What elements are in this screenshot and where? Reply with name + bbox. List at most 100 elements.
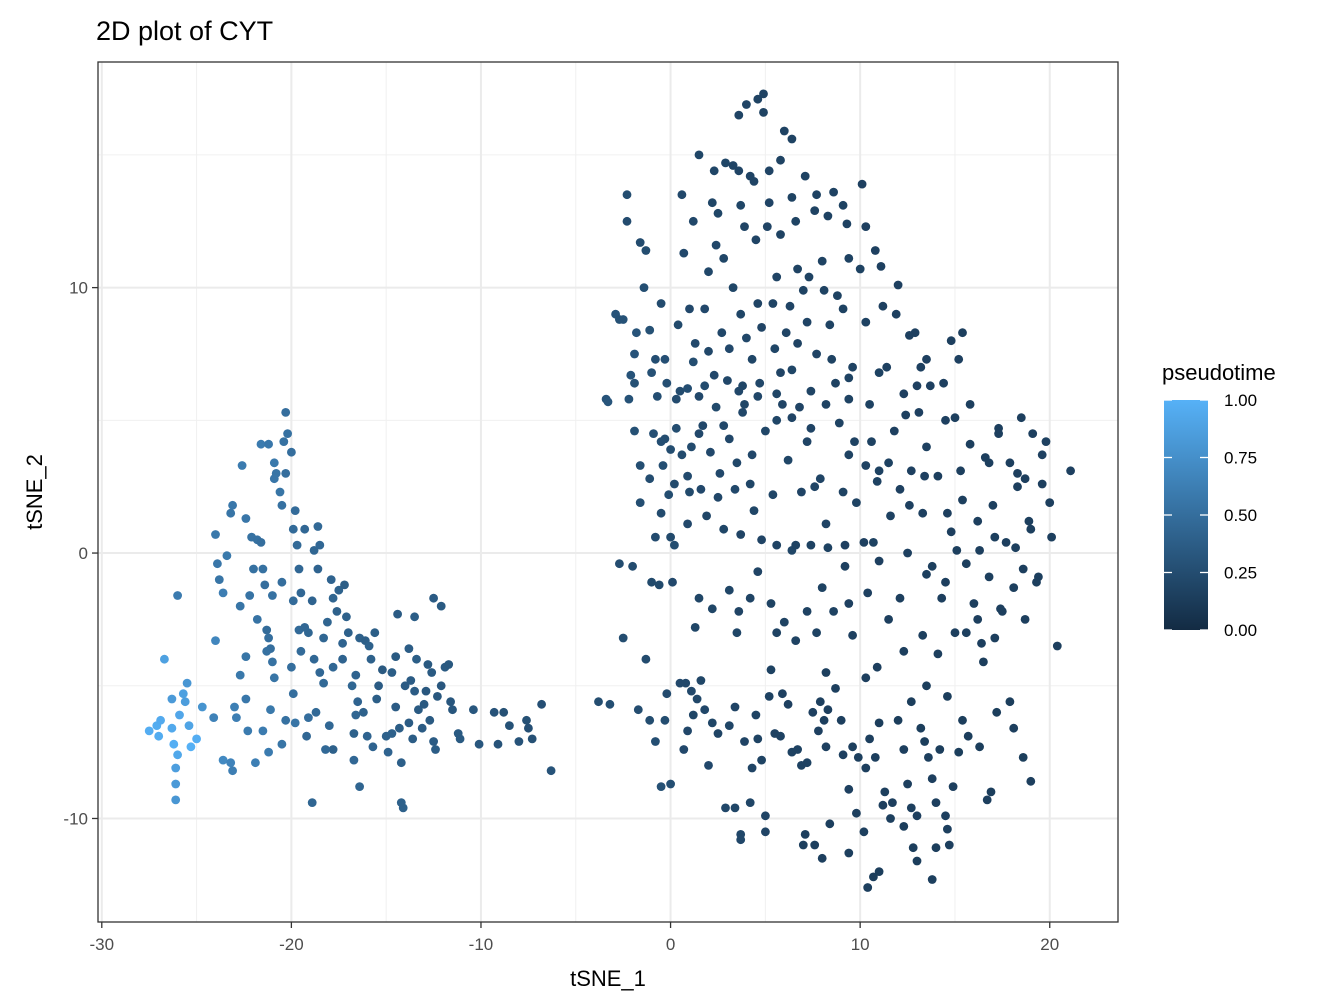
data-point xyxy=(891,309,901,319)
data-point xyxy=(444,660,454,669)
data-point xyxy=(694,392,704,401)
data-point xyxy=(791,636,801,645)
data-point xyxy=(427,668,437,677)
data-point xyxy=(901,410,911,420)
data-point xyxy=(1013,469,1022,478)
data-point xyxy=(944,840,954,850)
data-point xyxy=(893,715,903,725)
data-point xyxy=(815,697,825,707)
data-point xyxy=(368,742,378,752)
data-point xyxy=(844,848,854,858)
data-point xyxy=(180,697,190,707)
data-point xyxy=(683,471,692,481)
data-point xyxy=(870,246,880,255)
data-point xyxy=(1037,450,1047,460)
legend-label: 0.25 xyxy=(1224,564,1257,583)
data-point xyxy=(986,787,996,797)
data-point xyxy=(768,490,778,500)
data-point xyxy=(736,530,746,539)
data-point xyxy=(396,758,406,768)
data-point xyxy=(262,646,272,656)
data-point xyxy=(656,437,666,446)
data-point xyxy=(1052,641,1062,651)
data-point xyxy=(406,676,416,685)
data-point xyxy=(364,641,374,651)
data-point xyxy=(1026,524,1036,534)
data-point xyxy=(622,216,632,226)
data-point xyxy=(144,726,154,736)
data-point xyxy=(1018,753,1028,762)
data-point xyxy=(1016,413,1026,423)
data-point xyxy=(920,471,929,481)
data-point xyxy=(1018,564,1028,574)
data-point xyxy=(635,238,645,247)
data-point xyxy=(1066,466,1075,476)
data-point xyxy=(838,304,848,314)
data-point xyxy=(783,699,793,709)
data-point xyxy=(922,442,931,452)
data-point xyxy=(925,381,935,391)
data-point xyxy=(287,662,296,672)
data-point xyxy=(844,373,854,383)
data-point xyxy=(903,548,912,558)
data-point xyxy=(745,798,755,807)
data-point xyxy=(651,354,660,364)
data-point xyxy=(214,575,224,584)
data-point xyxy=(630,378,639,388)
data-point xyxy=(766,665,776,675)
data-point xyxy=(323,617,332,627)
data-point xyxy=(287,447,296,457)
data-point xyxy=(366,654,376,664)
data-point xyxy=(772,272,782,282)
data-point xyxy=(283,429,292,438)
data-point xyxy=(861,461,871,470)
data-point xyxy=(605,699,615,709)
data-point xyxy=(383,747,393,757)
data-point xyxy=(829,607,838,616)
data-point xyxy=(740,400,749,409)
data-point xyxy=(319,633,328,643)
data-point xyxy=(806,540,816,550)
data-point xyxy=(800,171,810,181)
data-point xyxy=(307,798,317,807)
data-point xyxy=(696,676,706,685)
data-point xyxy=(245,591,255,600)
data-point xyxy=(787,365,797,375)
data-point xyxy=(772,628,782,638)
data-point xyxy=(421,686,431,696)
data-point xyxy=(745,479,755,489)
data-point xyxy=(912,856,922,866)
major-gridlines xyxy=(98,62,1118,922)
data-point xyxy=(793,339,802,348)
data-point xyxy=(815,474,825,484)
data-point xyxy=(423,660,433,669)
data-point xyxy=(256,538,266,547)
data-point xyxy=(734,386,744,396)
data-point xyxy=(277,500,287,510)
data-point xyxy=(823,705,833,715)
data-point xyxy=(840,540,850,550)
data-point xyxy=(732,458,742,468)
data-point xyxy=(522,715,531,725)
data-point xyxy=(825,320,835,330)
data-point xyxy=(1045,498,1055,507)
data-point xyxy=(865,400,874,409)
data-point xyxy=(656,782,666,791)
data-point xyxy=(823,211,833,221)
data-point xyxy=(764,692,774,701)
data-point xyxy=(783,455,793,465)
data-point xyxy=(829,187,838,197)
data-point xyxy=(408,734,418,744)
data-point xyxy=(647,577,656,587)
data-point xyxy=(734,607,744,616)
data-point xyxy=(863,588,873,598)
data-point xyxy=(874,718,884,728)
data-point xyxy=(778,400,787,409)
data-point xyxy=(821,742,831,752)
data-point xyxy=(844,394,854,404)
data-point xyxy=(798,840,808,850)
data-point xyxy=(315,540,325,550)
data-point xyxy=(791,216,801,226)
data-point xyxy=(859,827,869,837)
data-point xyxy=(977,638,986,648)
